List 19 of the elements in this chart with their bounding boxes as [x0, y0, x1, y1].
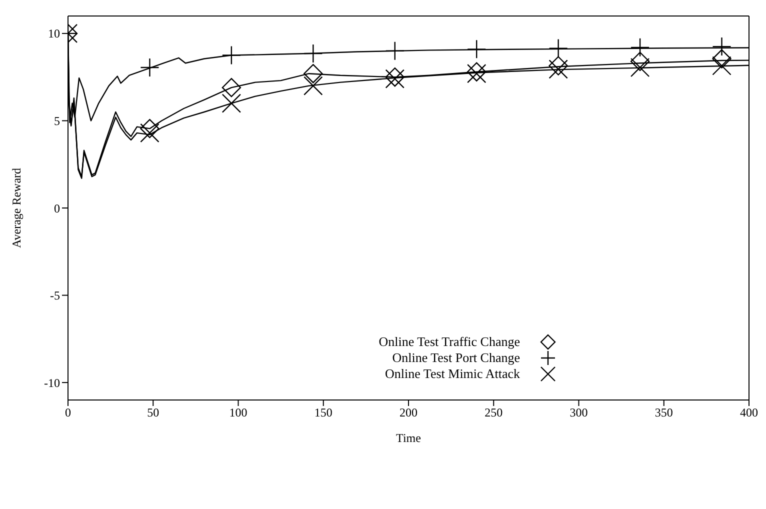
y-tick-label: -5 — [50, 288, 60, 303]
x-tick-label: 250 — [484, 406, 503, 420]
x-tick-label: 300 — [570, 406, 588, 420]
legend-label: Online Test Port Change — [392, 350, 520, 366]
legend-label: Online Test Mimic Attack — [385, 366, 520, 382]
x-tick-label: 0 — [65, 406, 71, 420]
x-tick-label: 400 — [740, 406, 758, 420]
x-tick-label: 200 — [400, 406, 418, 420]
x-tick-label: 350 — [654, 406, 673, 420]
x-tick-label: 150 — [314, 406, 332, 420]
legend-label: Online Test Traffic Change — [378, 334, 520, 350]
y-tick-label: 5 — [54, 114, 60, 128]
y-axis-title: Average Reward — [9, 168, 24, 248]
y-tick-label: 10 — [48, 26, 60, 41]
x-tick-label: 50 — [147, 406, 160, 420]
y-tick-label: 0 — [54, 201, 60, 216]
y-tick-label: -10 — [44, 376, 60, 390]
x-tick-label: 100 — [229, 406, 248, 420]
x-axis-title: Time — [396, 431, 421, 445]
